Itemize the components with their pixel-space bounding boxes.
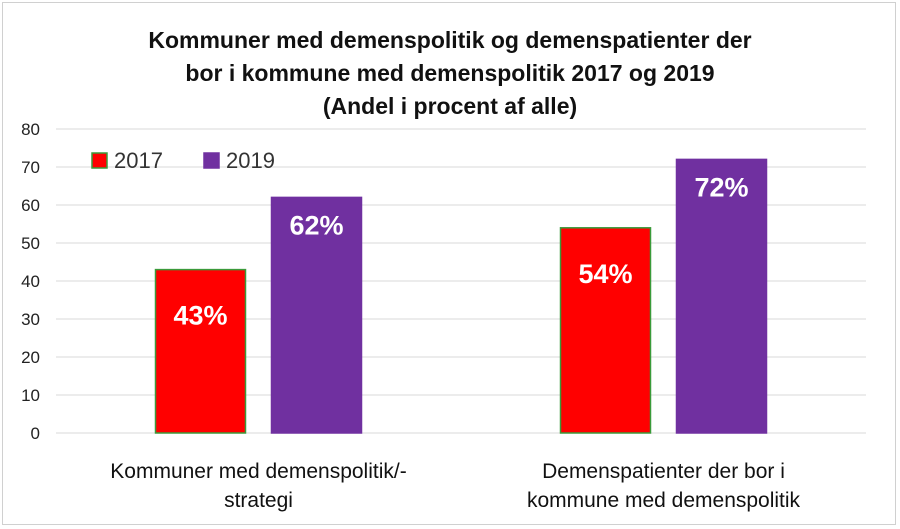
bar	[675, 158, 768, 434]
bar	[559, 227, 652, 434]
bar	[270, 196, 363, 434]
y-tick-label: 80	[21, 120, 40, 139]
legend-label: 2019	[226, 148, 275, 173]
bar-data-label: 72%	[694, 172, 748, 202]
y-axis-ticks: 0 10 20 30 40 50 60 70 80	[21, 120, 40, 443]
y-tick-label: 40	[21, 272, 40, 291]
bars	[154, 158, 768, 434]
legend-label: 2017	[114, 148, 163, 173]
y-tick-label: 0	[31, 424, 40, 443]
bar-data-label: 62%	[289, 210, 343, 240]
chart-title-line-1: Kommuner med demenspolitik og demenspati…	[148, 27, 752, 53]
chart-title-line-3: (Andel i procent af alle)	[322, 93, 578, 119]
y-tick-label: 10	[21, 386, 40, 405]
bar	[154, 268, 247, 434]
y-tick-label: 70	[21, 158, 40, 177]
chart-title: Kommuner med demenspolitik og demenspati…	[0, 24, 900, 123]
y-tick-label: 20	[21, 348, 40, 367]
x-category-label: Demenspatienter der bor i	[542, 460, 785, 483]
x-axis-labels: Kommuner med demenspolitik/- strategi Deme…	[110, 460, 800, 512]
legend: 2017 2019	[91, 148, 275, 173]
x-category-label: strategi	[224, 489, 293, 512]
bar-data-label: 43%	[173, 301, 227, 331]
bar-labels: 43% 62% 54% 72%	[173, 172, 748, 330]
y-tick-label: 50	[21, 234, 40, 253]
legend-swatch	[91, 152, 108, 169]
bar-data-label: 54%	[578, 259, 632, 289]
x-category-label: kommune med demenspolitik	[527, 489, 801, 512]
y-tick-label: 30	[21, 310, 40, 329]
legend-swatch	[203, 152, 220, 169]
chart-title-line-2: bor i kommune med demenspolitik 2017 og …	[185, 60, 715, 86]
y-tick-label: 60	[21, 196, 40, 215]
x-category-label: Kommuner med demenspolitik/-	[110, 460, 406, 483]
